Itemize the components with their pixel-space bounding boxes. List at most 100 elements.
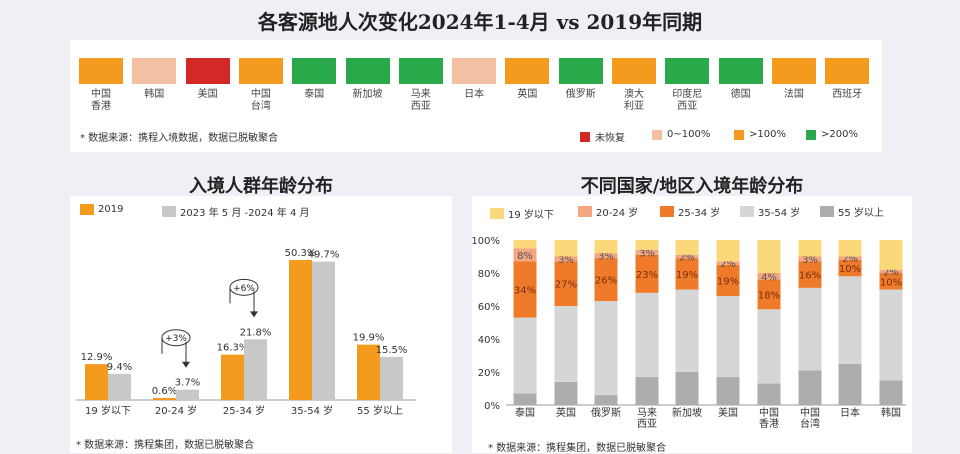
status-swatch	[825, 58, 870, 84]
segment-label: 2%	[679, 253, 695, 264]
country-label: 俄罗斯	[565, 89, 596, 100]
segment-label: 34%	[514, 286, 536, 297]
age-bar	[85, 364, 108, 400]
x-tick-label: 西亚	[637, 419, 657, 430]
change-arrow-head	[182, 361, 190, 368]
legend-label: >100%	[749, 129, 786, 140]
status-legend-item: 未恢复	[580, 129, 625, 144]
segment-label: 19%	[676, 270, 698, 281]
country-tile: 日本	[452, 58, 497, 101]
stack-segment	[757, 309, 781, 384]
x-tick-label: 中国	[800, 406, 820, 419]
x-tick-label: 泰国	[515, 406, 535, 419]
country-label: 新加坡	[352, 89, 383, 100]
bar-value-label: 16.3%	[217, 343, 249, 354]
stack-segment	[594, 301, 618, 396]
status-swatch	[398, 58, 443, 84]
stack-segment	[798, 240, 822, 257]
stack-segment	[675, 258, 699, 290]
country-tile: 英国	[505, 58, 550, 101]
bar-value-label: 3.7%	[175, 378, 200, 389]
stack-segment	[554, 381, 578, 405]
stack-segment	[798, 256, 822, 262]
y-tick-label: 20%	[478, 368, 500, 379]
status-swatch	[612, 58, 656, 84]
stack-segment	[675, 240, 699, 255]
x-tick-label: 20-24 岁	[155, 404, 197, 417]
x-tick-label: 美国	[718, 406, 738, 419]
stack-segment	[554, 240, 578, 257]
bar-value-label: 12.9%	[81, 352, 113, 363]
country-label: 美国	[197, 89, 218, 100]
stack-segment	[757, 383, 781, 405]
legend-swatch	[580, 131, 590, 142]
legend-swatch	[660, 206, 674, 217]
legend-swatch	[734, 129, 744, 140]
stack-segment	[675, 254, 699, 259]
x-tick-label: 台湾	[800, 417, 820, 430]
age-bar	[380, 356, 403, 400]
segment-label: 2%	[842, 254, 858, 265]
segment-label: 16%	[799, 271, 821, 282]
stack-segment	[594, 395, 618, 405]
status-swatch	[771, 58, 816, 84]
stack-segment	[635, 240, 659, 250]
stack-segment	[635, 376, 659, 405]
stack-segment	[798, 370, 822, 405]
country-label: 印度尼 西亚	[672, 89, 703, 112]
segment-label: 3%	[639, 248, 655, 259]
stack-segment	[879, 289, 903, 381]
status-swatch	[292, 58, 337, 84]
country-age-legend-item: 19 岁以下	[490, 206, 554, 221]
stack-segment	[513, 248, 537, 262]
age-legend-item: 2023 年 5 月 -2024 年 4 月	[162, 204, 309, 219]
x-tick-label: 英国	[556, 406, 576, 419]
country-tile: 俄罗斯	[558, 58, 603, 101]
country-tile: 印度尼 西亚	[665, 58, 710, 113]
stack-segment	[513, 261, 537, 318]
country-label: 日本	[464, 89, 485, 100]
legend-swatch	[578, 206, 592, 217]
legend-label: 25-34 岁	[678, 208, 721, 219]
age-bars: 12.9%9.4% 19 岁以下 0.6%3.7% 20-24 岁 16.3% 21.8%…	[76, 248, 416, 417]
stack-segment	[554, 256, 578, 262]
top-source-note: * 数据来源：携程入境数据，数据已脱敏聚合	[80, 133, 279, 144]
age-bar	[357, 344, 380, 400]
bar-value-label: 19.9%	[353, 333, 385, 344]
status-swatch	[558, 58, 603, 84]
country-label: 英国	[517, 89, 538, 100]
age-bar	[244, 339, 267, 400]
age-bar	[312, 261, 335, 400]
segment-label: 19%	[717, 276, 739, 287]
stack-segment	[757, 273, 781, 280]
bar-value-label: 15.5%	[376, 345, 408, 356]
country-label: 韩国	[144, 89, 165, 100]
country-tile: 马来 西亚	[398, 58, 443, 113]
stack-segment	[838, 363, 862, 405]
left-source-note: * 数据来源：携程集团，数据已脱敏聚合	[76, 440, 255, 451]
legend-swatch	[162, 206, 176, 217]
legend-swatch	[806, 129, 816, 140]
status-swatch	[452, 58, 497, 84]
legend-label: 35-54 岁	[758, 208, 801, 219]
stack-segment	[879, 269, 903, 273]
bar-value-label: 9.4%	[107, 362, 132, 373]
stack-segment	[635, 249, 659, 255]
legend-label: 20-24 岁	[596, 208, 639, 219]
bar-value-label: 49.7%	[308, 250, 340, 261]
legend-label: >200%	[821, 129, 858, 140]
stack-segment	[513, 317, 537, 394]
segment-label: 18%	[758, 290, 780, 301]
status-legend-item: >100%	[734, 129, 786, 140]
y-tick-label: 40%	[478, 335, 500, 346]
country-tile: 法国	[771, 58, 816, 101]
status-swatch	[185, 58, 230, 84]
age-chart-title: 入境人群年龄分布	[189, 176, 333, 197]
country-tile: 西班牙	[825, 58, 870, 101]
country-tile: 泰国	[292, 58, 337, 101]
country-tile: 中国 台湾	[238, 58, 283, 113]
legend-swatch	[740, 206, 754, 217]
age-bar	[289, 260, 312, 400]
age-distribution-panel	[70, 196, 452, 453]
legend-label: 2023 年 5 月 -2024 年 4 月	[180, 208, 310, 219]
